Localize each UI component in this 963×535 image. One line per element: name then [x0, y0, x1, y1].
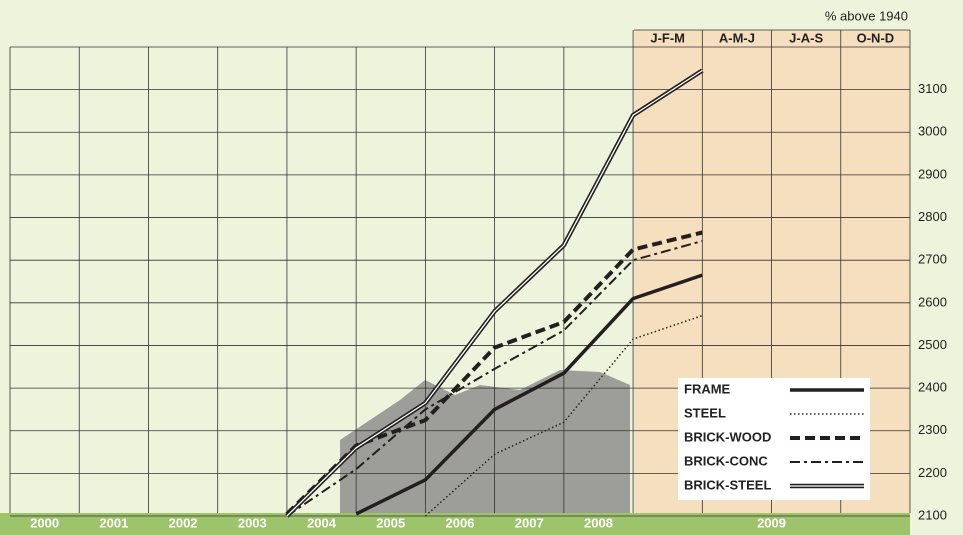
chart: % above 1940 FRAME STEEL BRICK-WOOD BRICK-C… [0, 0, 963, 535]
y-tick-label: 2900 [918, 166, 947, 181]
legend-label: BRICK-WOOD [684, 429, 771, 444]
x-tick-label: 2005 [376, 515, 405, 530]
x-tick-label: 2002 [169, 515, 198, 530]
x-tick-label: 2004 [307, 515, 337, 530]
legend-label: STEEL [684, 405, 726, 420]
y-tick-label: 2300 [918, 422, 947, 437]
period-label: 2009 [757, 515, 786, 530]
y-tick-label: 2600 [918, 294, 947, 309]
legend-label: BRICK-STEEL [684, 477, 771, 492]
y-tick-label: 2500 [918, 337, 947, 352]
quarter-label: A-M-J [719, 30, 755, 45]
photo [340, 370, 630, 513]
y-tick-label: 2100 [918, 507, 947, 522]
x-tick-label: 2006 [446, 515, 475, 530]
x-tick-label: 2000 [30, 515, 59, 530]
y-tick-label: 3000 [918, 124, 947, 139]
legend-label: FRAME [684, 381, 731, 396]
x-tick-label: 2001 [99, 515, 128, 530]
y-axis-label: % above 1940 [825, 8, 908, 23]
y-tick-label: 2700 [918, 252, 947, 267]
quarter-label: J-F-M [650, 30, 685, 45]
x-tick-label: 2003 [238, 515, 267, 530]
x-tick-label: 2008 [584, 515, 613, 530]
quarter-label: O-N-D [857, 30, 895, 45]
y-tick-label: 2400 [918, 380, 947, 395]
quarter-label: J-A-S [789, 30, 823, 45]
legend-label: BRICK-CONC [684, 453, 768, 468]
y-tick-label: 3100 [918, 81, 947, 96]
y-tick-label: 2800 [918, 209, 947, 224]
x-tick-label: 2007 [515, 515, 544, 530]
y-tick-label: 2200 [918, 465, 947, 480]
